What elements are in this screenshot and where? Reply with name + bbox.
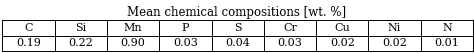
Text: 0.22: 0.22 (68, 38, 93, 48)
Text: N: N (442, 23, 452, 33)
Text: Si: Si (75, 23, 86, 33)
Text: 0.04: 0.04 (225, 38, 250, 48)
Text: 0.03: 0.03 (278, 38, 302, 48)
Text: 0.19: 0.19 (16, 38, 41, 48)
Text: Mean chemical compositions [wt. %]: Mean chemical compositions [wt. %] (128, 6, 346, 19)
Text: S: S (234, 23, 242, 33)
Text: 0.01: 0.01 (435, 38, 459, 48)
Text: P: P (182, 23, 189, 33)
Text: Cu: Cu (335, 23, 350, 33)
Text: 0.90: 0.90 (121, 38, 146, 48)
Text: 0.03: 0.03 (173, 38, 198, 48)
Text: 0.02: 0.02 (330, 38, 355, 48)
Text: 0.02: 0.02 (382, 38, 407, 48)
Text: Ni: Ni (388, 23, 401, 33)
Text: Cr: Cr (283, 23, 297, 33)
Text: C: C (24, 23, 33, 33)
Text: Mn: Mn (124, 23, 142, 33)
